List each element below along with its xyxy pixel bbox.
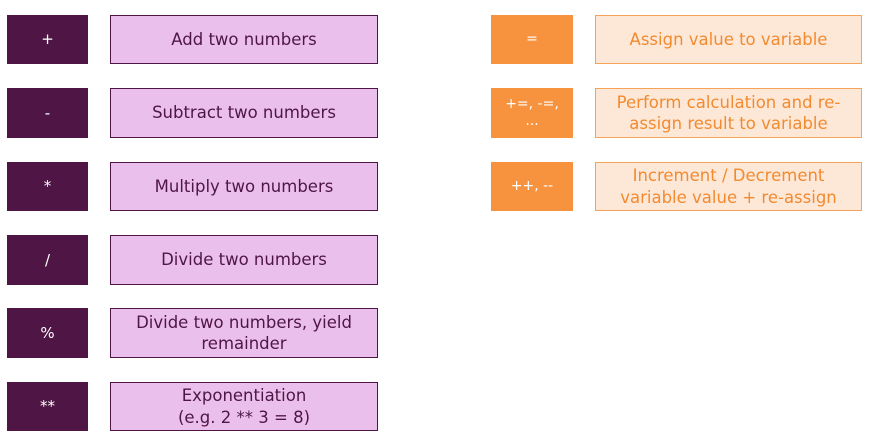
operator-plus: + [7, 15, 88, 64]
operator-assign: = [491, 15, 573, 64]
description-multiply: Multiply two numbers [110, 162, 378, 211]
description-assign: Assign value to variable [595, 15, 862, 64]
description-divide: Divide two numbers [110, 235, 378, 285]
description-compound-assign: Perform calculation and re- assign resul… [595, 88, 862, 138]
description-add: Add two numbers [110, 15, 378, 64]
description-increment-decrement: Increment / Decrement variable value + r… [595, 162, 862, 211]
operator-compound-assign: +=, -=, ... [491, 88, 573, 138]
operator-modulo: % [7, 308, 88, 358]
operator-minus: - [7, 88, 88, 138]
operator-increment-decrement: ++, -- [491, 162, 573, 211]
operator-multiply: * [7, 162, 88, 211]
description-subtract: Subtract two numbers [110, 88, 378, 138]
description-exponent: Exponentiation (e.g. 2 ** 3 = 8) [110, 382, 378, 431]
description-modulo: Divide two numbers, yield remainder [110, 308, 378, 358]
operator-exponent: ** [7, 382, 88, 431]
operator-divide: / [7, 235, 88, 285]
